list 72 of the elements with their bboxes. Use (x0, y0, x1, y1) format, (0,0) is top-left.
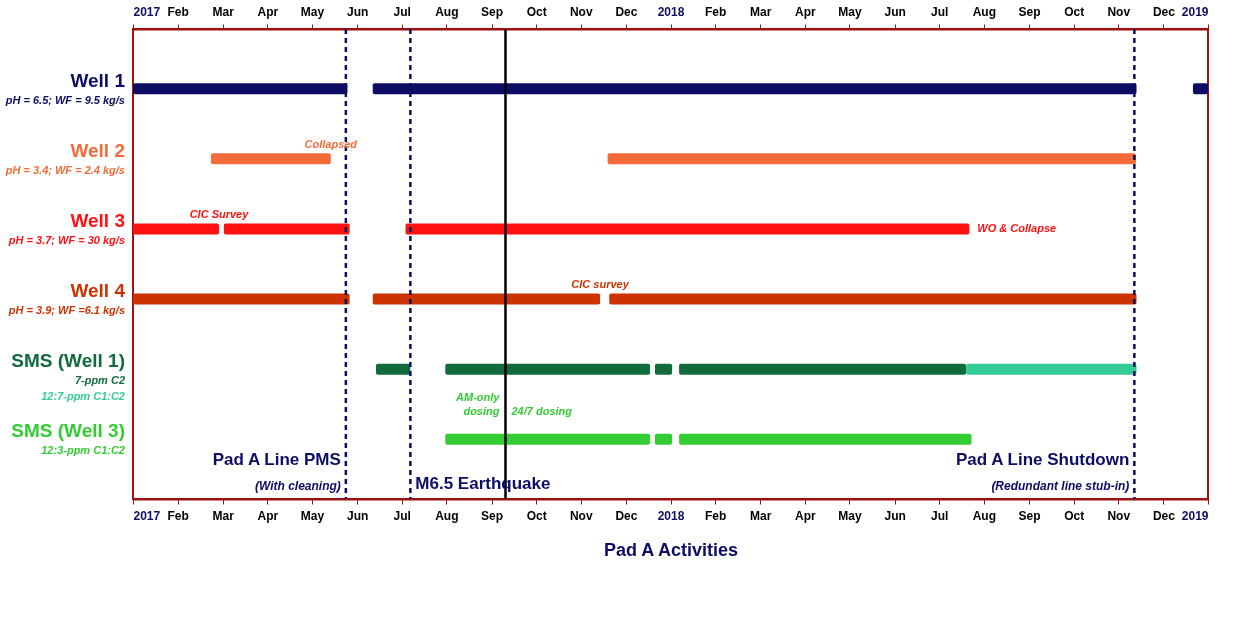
x-tick-label: Oct (1064, 4, 1085, 19)
x-tick-label: Feb (167, 4, 189, 19)
x2-tick-label: Jul (931, 508, 949, 523)
x-tick-label: Nov (1107, 4, 1131, 19)
x-tick-label: Aug (972, 4, 997, 19)
x2-tick-label: May (300, 508, 325, 523)
x2-tick-label: Dec (615, 508, 638, 523)
annotation: WO & Collapse (977, 221, 1057, 234)
x2-tick-label: Mar (750, 508, 772, 523)
x-tick-label: Nov (569, 4, 593, 19)
x-tick-label: 2017 (133, 4, 161, 19)
x-tick-label: Mar (212, 4, 235, 19)
series-label: pH = 3.7; WF = 30 kg/s (7, 233, 125, 246)
y-tick-label: Well 4 (70, 280, 126, 302)
x2-tick-label: Feb (704, 508, 727, 523)
text: 7-ppm C2 (74, 374, 125, 387)
x2-tick-label: 2019 (1181, 508, 1209, 523)
series-label: pH = 3.9; WF =6.1 kg/s (7, 304, 125, 317)
annotation: CIC survey (571, 278, 630, 291)
x2-tick-label: Jul (393, 508, 411, 523)
x-tick-label: Feb (704, 4, 727, 19)
ref-line-label: Pad A Line PMS (With cleaning) (212, 450, 341, 493)
annotation: CIC Survey (189, 207, 250, 220)
x-tick-label: Jul (931, 4, 949, 19)
text: 12:7-ppm C1:C2 (41, 390, 125, 403)
x2-tick-label: Nov (569, 508, 593, 523)
x2-tick-label: Jun (884, 508, 906, 523)
x-tick-label: Jun (346, 4, 369, 19)
x-tick-label: Sep (481, 4, 504, 19)
x-tick-label: Jul (393, 4, 411, 19)
x2-tick-label: Aug (972, 508, 997, 523)
x-tick-label: 2019 (1181, 4, 1209, 19)
x2-tick-label: Apr (257, 508, 279, 523)
x-tick-label: Mar (750, 4, 772, 19)
y-tick-label: Well 2 (70, 139, 125, 161)
y-tick-label: Well 1 (70, 69, 126, 91)
x2-tick-label: Feb (167, 508, 189, 523)
y-tick-label: SMS (Well 3) (11, 420, 125, 442)
series-label: pH = 6.5; WF = 9.5 kg/s (4, 93, 125, 106)
y-tick-label: SMS (Well 1) (11, 350, 125, 372)
x2-tick-label: Sep (1018, 508, 1041, 523)
x2-tick-label: Oct (526, 508, 547, 523)
y-tick-label: Well 3 (70, 209, 125, 231)
annotation: Collapsed (304, 137, 358, 150)
x-axis-title: Pad A Activities (603, 539, 739, 560)
x2-tick-label: Oct (1064, 508, 1085, 523)
x-tick-label: May (838, 4, 862, 19)
x2-tick-label: Nov (1107, 508, 1131, 523)
annotation: AM-only dosing (455, 391, 501, 418)
text: 12:3-ppm C1:C2 (41, 444, 125, 457)
x-tick-label: 2018 (657, 4, 685, 19)
annotation: 24/7 dosing (510, 405, 573, 418)
x-tick-label: Dec (1152, 4, 1176, 19)
x2-tick-label: Mar (212, 508, 235, 523)
x-tick-label: Oct (526, 4, 547, 19)
x-tick-label: May (300, 4, 325, 19)
x2-tick-label: 2017 (133, 508, 161, 523)
x-tick-label: Aug (435, 4, 459, 19)
x-tick-label: Sep (1018, 4, 1041, 19)
x2-tick-label: Apr (795, 508, 817, 523)
x-tick-label: Apr (257, 4, 279, 19)
x2-tick-label: Dec (1152, 508, 1176, 523)
ref-line-label: Pad A Line Shutdown (Redundant line stub-in) (955, 450, 1130, 493)
x2-tick-label: Sep (481, 508, 504, 523)
x2-tick-label: May (838, 508, 862, 523)
x-tick-label: Dec (615, 4, 638, 19)
x2-tick-label: Jun (346, 508, 369, 523)
x2-tick-label: Aug (435, 508, 459, 523)
x-tick-label: Jun (884, 4, 906, 19)
text: pH = 3.4; WF = 2.4 kg/s (4, 163, 125, 176)
x-tick-label: Apr (795, 4, 817, 19)
x2-tick-label: 2018 (657, 508, 685, 523)
